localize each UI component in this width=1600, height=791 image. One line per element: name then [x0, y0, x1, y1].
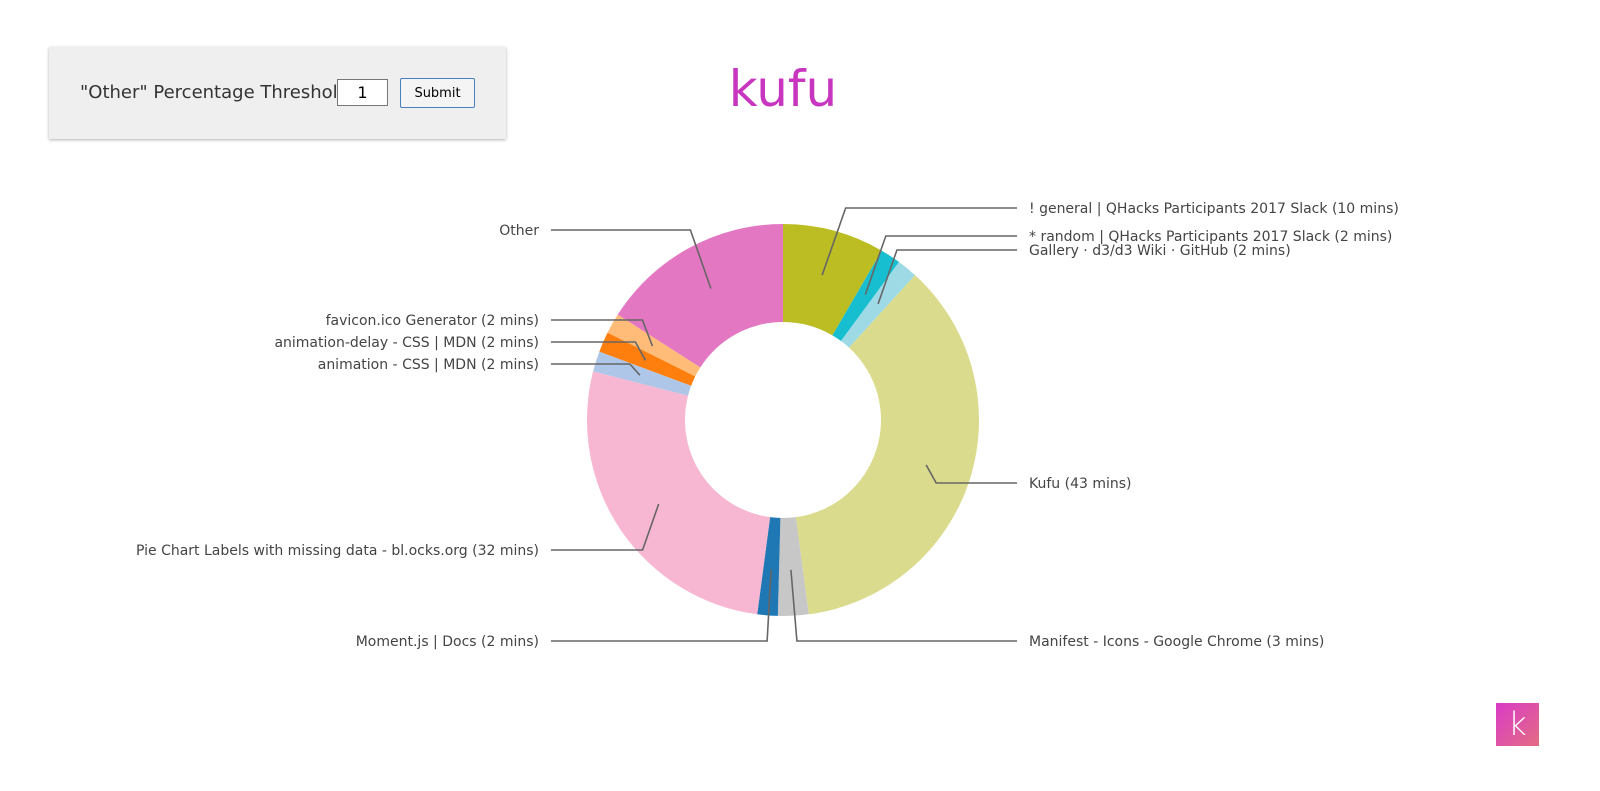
slice-label-10: Other [499, 223, 539, 239]
chart-labels: ! general | QHacks Participants 2017 Sla… [136, 201, 1399, 650]
slice-label-4: Manifest - Icons - Google Chrome (3 mins… [1029, 634, 1324, 650]
slice-label-0: ! general | QHacks Participants 2017 Sla… [1029, 201, 1399, 217]
slice-2[interactable] [841, 262, 916, 348]
leader-line-8 [551, 341, 647, 361]
leader-line-2 [877, 249, 1017, 305]
slice-10[interactable] [617, 224, 783, 368]
slice-label-1: * random | QHacks Participants 2017 Slac… [1029, 229, 1392, 245]
leader-line-6 [551, 503, 660, 551]
slice-label-8: animation-delay - CSS | MDN (2 mins) [274, 335, 539, 351]
slice-8[interactable] [599, 332, 696, 386]
slice-label-7: animation - CSS | MDN (2 mins) [318, 357, 539, 373]
leader-line-5 [551, 569, 772, 642]
leader-line-3 [925, 464, 1017, 484]
slice-0[interactable] [783, 224, 882, 336]
submit-button[interactable]: Submit [400, 78, 475, 108]
slice-1[interactable] [832, 250, 900, 342]
threshold-input[interactable] [337, 79, 388, 106]
leader-line-0 [821, 207, 1017, 276]
leader-line-1 [864, 235, 1017, 295]
slice-6[interactable] [587, 371, 771, 615]
leader-line-7 [551, 363, 641, 376]
chart-slices [587, 224, 979, 616]
chart-leader-lines [551, 207, 1017, 642]
leader-line-4 [790, 569, 1017, 642]
leader-line-9 [551, 319, 654, 347]
threshold-panel: "Other" Percentage Threshold: Submit [49, 47, 506, 139]
threshold-label: "Other" Percentage Threshold: [80, 82, 356, 103]
slice-label-9: favicon.ico Generator (2 mins) [326, 313, 539, 329]
slice-4[interactable] [777, 517, 809, 616]
slice-label-5: Moment.js | Docs (2 mins) [356, 634, 539, 650]
logo-badge[interactable]: k [1496, 703, 1539, 746]
slice-7[interactable] [593, 351, 692, 396]
slice-label-3: Kufu (43 mins) [1029, 476, 1132, 492]
slice-label-6: Pie Chart Labels with missing data - bl.… [136, 543, 539, 559]
slice-label-2: Gallery · d3/d3 Wiki · GitHub (2 mins) [1029, 243, 1291, 259]
slice-3[interactable] [795, 275, 979, 615]
slice-9[interactable] [607, 314, 701, 377]
page-title: kufu [728, 60, 838, 118]
leader-line-10 [551, 229, 712, 289]
slice-5[interactable] [757, 517, 781, 616]
